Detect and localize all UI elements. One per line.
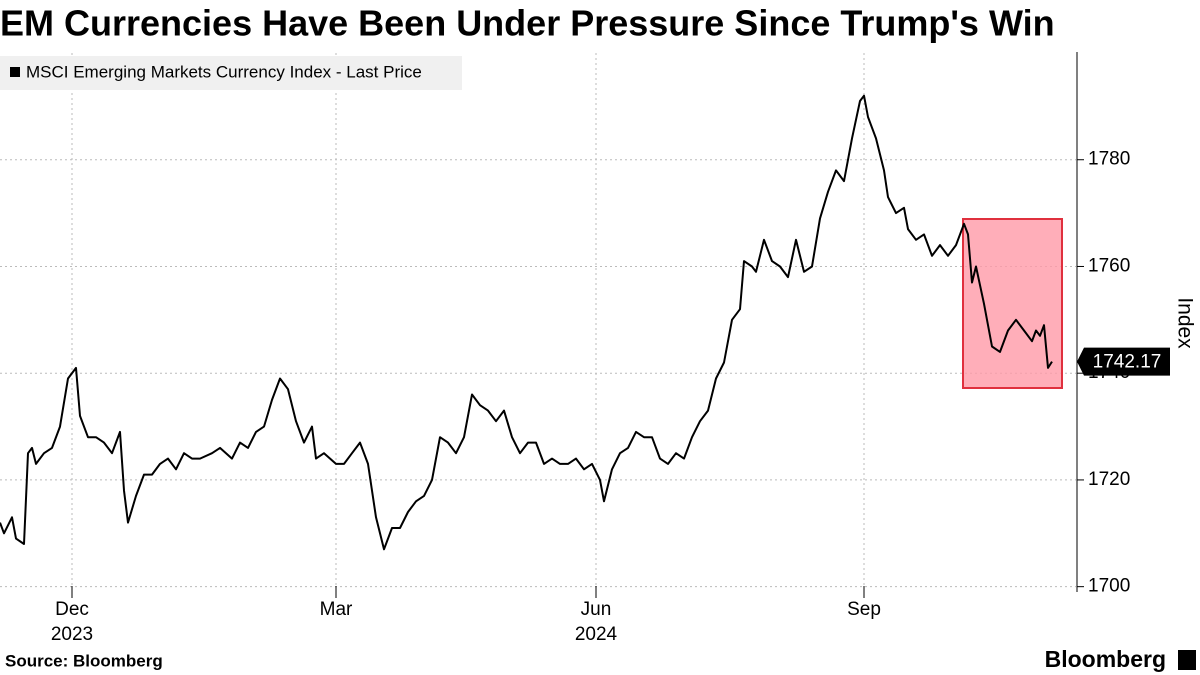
- chart-title: EM Currencies Have Been Under Pressure S…: [0, 3, 1055, 44]
- x-tick-sublabel: 2023: [51, 624, 93, 645]
- brand-icon: [1178, 650, 1196, 670]
- legend-label: MSCI Emerging Markets Currency Index - L…: [26, 62, 422, 81]
- brand: Bloomberg: [1045, 646, 1166, 672]
- last-price-box: [1077, 347, 1170, 376]
- y-tick-label: 1780: [1088, 149, 1130, 170]
- x-tick-label: Dec: [55, 599, 89, 620]
- x-tick-label: Mar: [320, 599, 353, 620]
- line: [0, 94, 1053, 551]
- x-tick-label: Jun: [581, 599, 612, 620]
- x-tick-label: Sep: [847, 599, 881, 620]
- y-axis-label: Index: [1173, 297, 1196, 349]
- legend: [0, 56, 462, 90]
- last-price-label: 1742.17: [1093, 352, 1162, 373]
- y-tick-label: 1720: [1088, 469, 1130, 490]
- source: Source: Bloomberg: [5, 651, 163, 670]
- legend-swatch: [10, 67, 20, 77]
- x-tick-sublabel: 2024: [575, 624, 618, 645]
- y-tick-label: 1760: [1088, 255, 1130, 276]
- highlight-box: [962, 218, 1063, 389]
- y-tick-label: 1700: [1088, 576, 1130, 597]
